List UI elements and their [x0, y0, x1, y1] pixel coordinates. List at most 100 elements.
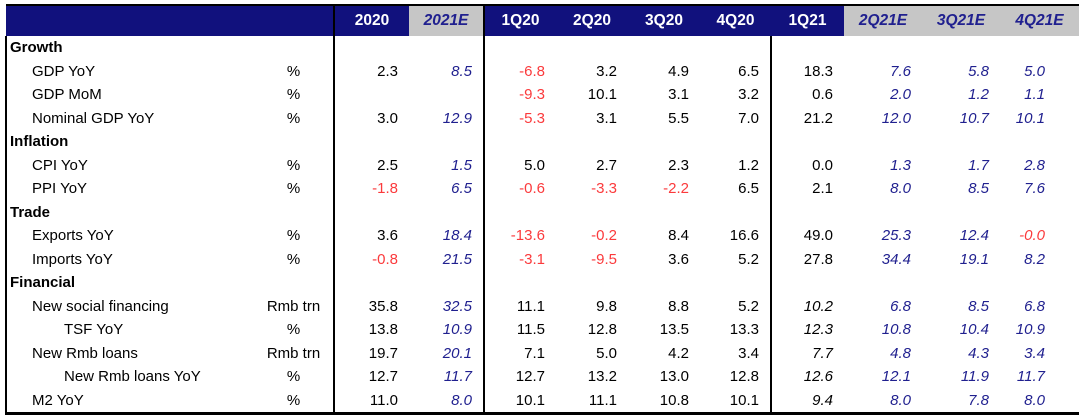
cell-2021e: 32.5 [442, 297, 472, 315]
cell-2q21e: 12.0 [881, 109, 911, 127]
cell-2021e [409, 271, 484, 295]
cell-1q21: 21.2 [770, 106, 844, 130]
cell-4q20 [700, 130, 771, 154]
cell-3q21e: 4.3 [968, 344, 989, 362]
row-unit [254, 36, 334, 60]
cell-4q21e: -0.0 [1019, 227, 1045, 245]
cell-2q21e: 8.0 [890, 180, 911, 198]
cell-3q21e: 1.7 [968, 156, 989, 174]
table-body: Growth GDP YoY% 2.3 8.5 -6.8 3.2 4.9 6.5 18.3 7.6… [5, 36, 1079, 415]
cell-3q21e: 11.9 [960, 368, 989, 386]
cell-1q20: 5.0 [483, 153, 556, 177]
cell-2q21e [844, 36, 922, 60]
cell-4q21e [1000, 201, 1079, 225]
cell-4q20: 5.2 [738, 250, 759, 268]
cell-3q20 [628, 130, 700, 154]
cell-2q20: 13.2 [587, 368, 617, 386]
cell-4q20: 13.3 [729, 321, 759, 339]
cell-4q20: 3.2 [738, 86, 759, 104]
table-row: M2 YoY% 11.0 8.0 10.1 11.1 10.8 10.1 9.4 8.0 7.8 8… [5, 388, 1079, 415]
cell-1q20 [483, 36, 556, 60]
section-row: Inflation [5, 130, 1079, 154]
cell-4q21e: 11.7 [1016, 368, 1045, 386]
cell-2q20 [556, 201, 628, 225]
column-header-1q21: 1Q21 [771, 4, 844, 36]
row-unit [254, 201, 334, 225]
row-label: Imports YoY [5, 247, 254, 271]
cell-3q20 [628, 201, 700, 225]
cell-2021e: 10.9 [442, 321, 472, 339]
cell-2q21e: 1.3 [890, 156, 911, 174]
cell-1q20: -13.6 [483, 224, 556, 248]
cell-1q20: -9.3 [483, 83, 556, 107]
cell-2021e: 21.5 [442, 250, 472, 268]
cell-2020: 35.8 [333, 294, 409, 318]
cell-2020: 3.6 [333, 224, 409, 248]
cell-2q21e: 6.8 [890, 297, 911, 315]
cell-3q21e [922, 201, 1000, 225]
cell-1q21 [770, 200, 844, 224]
cell-2021e: 20.1 [442, 344, 472, 362]
cell-3q20: 4.2 [668, 344, 689, 362]
cell-4q21e [1000, 271, 1079, 295]
column-header-2q20: 2Q20 [556, 4, 628, 36]
row-unit: Rmb trn [266, 344, 321, 362]
cell-1q20: -3.1 [483, 247, 556, 271]
section-row: Financial [5, 271, 1079, 295]
cell-2020 [333, 83, 409, 107]
cell-2020: -1.8 [333, 177, 409, 201]
cell-4q21e [1000, 36, 1079, 60]
row-unit: % [286, 86, 301, 104]
cell-2q20: 9.8 [596, 297, 617, 315]
row-label: Nominal GDP YoY [5, 106, 254, 130]
cell-4q20: 1.2 [738, 156, 759, 174]
cell-1q21: 49.0 [770, 224, 844, 248]
cell-3q20: -2.2 [663, 180, 689, 198]
table-row: CPI YoY% 2.5 1.5 5.0 2.7 2.3 1.2 0.0 1.3 1.7 2.8 [5, 153, 1079, 177]
china-macro-table: 2020 2021E 1Q20 2Q20 3Q20 4Q20 1Q21 2Q21E 3Q21E 4… [5, 4, 1079, 415]
table-row: Exports YoY% 3.6 18.4 -13.6 -0.2 8.4 16.6 49.0 2… [5, 224, 1079, 248]
row-label: New social financing [5, 294, 254, 318]
cell-3q20: 3.1 [668, 86, 689, 104]
cell-2020: 3.0 [333, 106, 409, 130]
cell-1q21 [770, 130, 844, 154]
header-spacer-label [6, 4, 254, 36]
cell-2020: 13.8 [333, 318, 409, 342]
cell-2q20: 12.8 [587, 321, 617, 339]
cell-2020 [333, 271, 409, 295]
section-label: Trade [5, 200, 254, 224]
cell-1q21: 12.3 [770, 318, 844, 342]
cell-2q20: 5.0 [596, 344, 617, 362]
section-label: Financial [5, 271, 254, 295]
cell-2021e [409, 201, 484, 225]
cell-3q21e: 8.5 [968, 297, 989, 315]
row-unit [254, 271, 334, 295]
cell-2021e [409, 36, 484, 60]
cell-3q21e: 12.4 [959, 227, 989, 245]
column-header-2021e: 2021E [409, 4, 484, 36]
cell-2q21e: 25.3 [881, 227, 911, 245]
table-header: 2020 2021E 1Q20 2Q20 3Q20 4Q20 1Q21 2Q21E 3Q21E 4… [6, 4, 1079, 36]
cell-4q21e: 5.0 [1024, 62, 1045, 80]
row-unit: % [286, 321, 301, 339]
row-unit: % [254, 388, 334, 415]
cell-2020 [333, 130, 409, 154]
cell-1q20: -5.3 [483, 106, 556, 130]
cell-4q21e: 7.6 [1024, 180, 1045, 198]
cell-1q21: 12.6 [770, 365, 844, 389]
cell-2021e: 8.5 [451, 62, 472, 80]
cell-4q20 [700, 201, 771, 225]
table-row: New Rmb loans YoY% 12.7 11.7 12.7 13.2 13.0 12… [5, 365, 1079, 389]
row-label: GDP MoM [5, 83, 254, 107]
header-row: 2020 2021E 1Q20 2Q20 3Q20 4Q20 1Q21 2Q21E 3Q21E 4… [6, 4, 1079, 36]
row-label: Exports YoY [5, 224, 254, 248]
row-unit: % [286, 62, 301, 80]
row-unit [254, 130, 334, 154]
cell-4q21e: 10.1 [1015, 109, 1045, 127]
cell-3q21e: 8.5 [968, 180, 989, 198]
cell-2020: 2.5 [333, 153, 409, 177]
cell-3q20: 5.5 [668, 109, 689, 127]
cell-1q21: 9.4 [770, 388, 844, 415]
cell-3q21e: 5.8 [968, 62, 989, 80]
cell-4q20: 12.8 [729, 368, 759, 386]
